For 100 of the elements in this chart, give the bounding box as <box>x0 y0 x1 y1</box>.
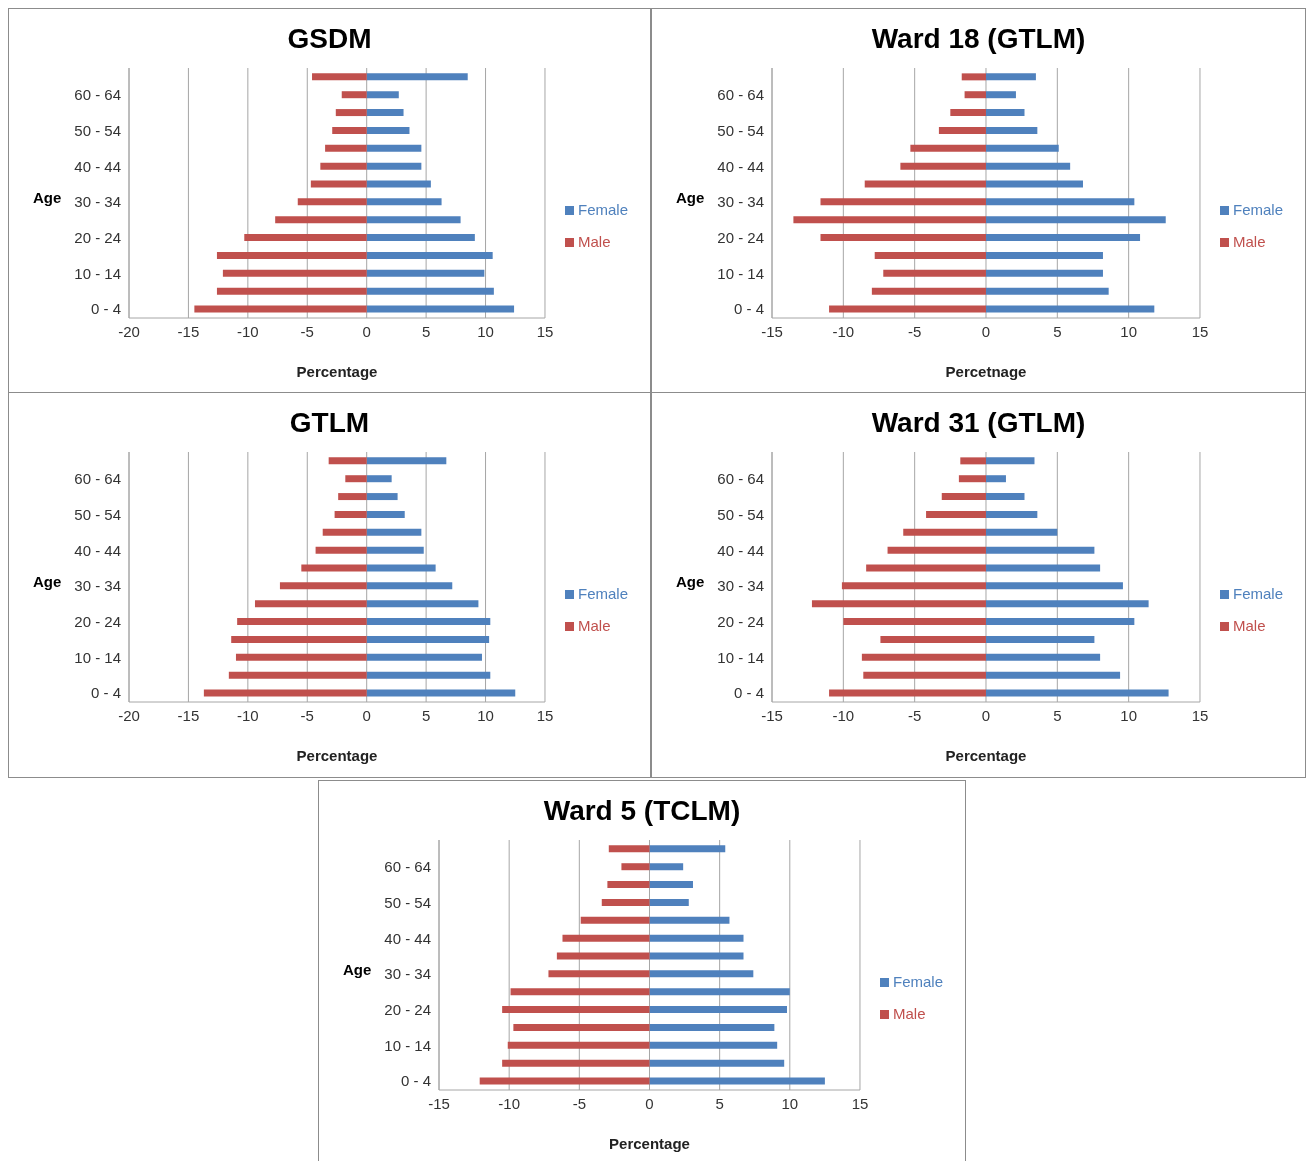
y-axis-title: Age <box>676 189 705 206</box>
bar <box>310 180 367 188</box>
x-axis-title: Percentage <box>609 1134 690 1152</box>
bar <box>950 109 986 117</box>
bar <box>985 126 1038 134</box>
bar <box>985 475 1006 483</box>
x-tick-label: -5 <box>907 322 922 340</box>
bar <box>244 234 367 242</box>
x-tick-label: -10 <box>832 322 855 340</box>
legend-label: Female <box>577 200 628 218</box>
bar <box>883 269 986 277</box>
legend-label: Female <box>1232 200 1283 218</box>
bar <box>649 898 689 906</box>
chart-title: Ward 18 (GTLM) <box>870 23 1087 56</box>
y-tick-label: 40 - 44 <box>74 157 121 175</box>
bar <box>366 528 422 536</box>
y-axis-title: Age <box>343 961 372 978</box>
bar <box>231 635 367 643</box>
bar <box>985 91 1016 99</box>
bar <box>366 689 516 697</box>
bar <box>985 564 1101 572</box>
bar <box>829 689 986 697</box>
bar <box>366 287 494 295</box>
bar <box>926 510 986 518</box>
bar <box>841 582 986 590</box>
bar <box>366 600 479 608</box>
y-tick-label: 30 - 34 <box>74 193 121 211</box>
bar <box>366 198 442 206</box>
bar <box>237 618 367 626</box>
bar <box>366 144 422 152</box>
bar <box>820 234 986 242</box>
x-axis-title: Percetnage <box>945 362 1027 380</box>
bar <box>502 1006 650 1014</box>
bar <box>985 144 1059 152</box>
bar <box>275 216 367 224</box>
bar <box>366 162 422 170</box>
bar <box>866 564 986 572</box>
bar <box>548 970 650 978</box>
x-tick-label: 10 <box>477 706 494 724</box>
bar <box>985 234 1141 242</box>
bar <box>985 635 1095 643</box>
bar <box>649 881 693 889</box>
y-tick-label: 20 - 24 <box>717 228 764 246</box>
x-tick-label: 5 <box>1053 322 1062 340</box>
legend-label: Male <box>892 1004 926 1022</box>
y-tick-label: 50 - 54 <box>717 121 764 139</box>
bar <box>985 305 1155 313</box>
bar <box>985 198 1135 206</box>
bar <box>863 671 986 679</box>
bar <box>366 305 515 313</box>
bar <box>235 653 367 661</box>
x-tick-label: -20 <box>118 322 140 340</box>
bar <box>985 457 1035 465</box>
y-tick-label: 10 - 14 <box>74 648 121 666</box>
y-tick-label: 50 - 54 <box>717 505 764 523</box>
y-tick-label: 50 - 54 <box>74 121 121 139</box>
x-tick-label: -10 <box>498 1094 521 1112</box>
bar <box>961 73 986 81</box>
bar <box>254 600 367 608</box>
bar <box>203 689 367 697</box>
bar <box>964 91 986 99</box>
bar <box>649 1023 775 1031</box>
bar <box>366 618 491 626</box>
y-tick-label: 10 - 14 <box>74 264 121 282</box>
bar <box>985 671 1121 679</box>
bar <box>366 546 424 554</box>
bar <box>366 493 398 501</box>
bar <box>510 988 650 996</box>
bar <box>871 287 986 295</box>
bar <box>297 198 367 206</box>
x-tick-label: 5 <box>1053 706 1062 724</box>
bar <box>366 216 461 224</box>
bar <box>507 1041 650 1049</box>
bar <box>334 510 367 518</box>
bar <box>985 73 1036 81</box>
bar <box>960 457 986 465</box>
legend-label: Female <box>577 584 628 602</box>
y-tick-label: 60 - 64 <box>74 86 121 104</box>
bar <box>874 251 986 259</box>
bar <box>562 934 650 942</box>
bar <box>194 305 367 313</box>
bar <box>910 144 986 152</box>
x-tick-label: -5 <box>572 1094 586 1112</box>
bar <box>958 475 986 483</box>
y-tick-label: 30 - 34 <box>74 577 121 595</box>
bar <box>228 671 367 679</box>
bar <box>985 510 1038 518</box>
y-tick-label: 10 - 14 <box>717 648 764 666</box>
x-tick-label: -15 <box>177 322 200 340</box>
x-tick-label: 10 <box>781 1094 799 1112</box>
y-tick-label: 30 - 34 <box>384 965 431 983</box>
bar <box>941 493 986 501</box>
y-tick-label: 20 - 24 <box>74 612 121 630</box>
y-tick-label: 40 - 44 <box>717 541 764 559</box>
bar <box>315 546 367 554</box>
y-tick-label: 60 - 64 <box>384 858 431 876</box>
x-axis-title: Percentage <box>945 746 1027 764</box>
bar <box>366 475 392 483</box>
bar <box>608 845 650 853</box>
bar <box>880 635 986 643</box>
